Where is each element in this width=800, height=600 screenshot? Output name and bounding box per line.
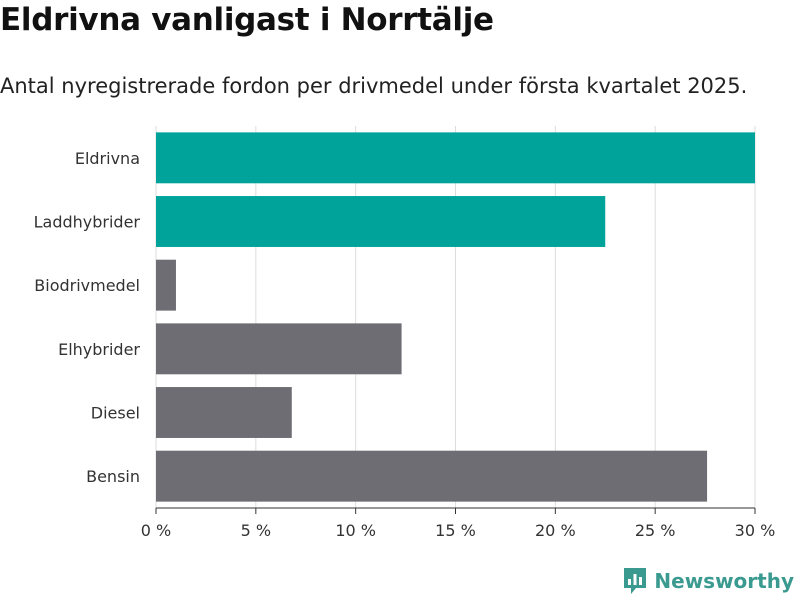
x-tick-label: 0 % — [141, 521, 171, 540]
bar-elhybrider — [156, 323, 402, 375]
bar-laddhybrider — [156, 196, 606, 247]
category-label: Bensin — [86, 467, 140, 486]
x-tick-label: 5 % — [241, 521, 271, 540]
category-label: Elhybrider — [58, 340, 140, 359]
x-tick-label: 25 % — [635, 521, 676, 540]
x-tick-label: 10 % — [335, 521, 376, 540]
bar-biodrivmedel — [156, 259, 176, 311]
category-label: Eldrivna — [75, 149, 140, 168]
brand-name: Newsworthy — [654, 569, 794, 593]
x-tick-label: 30 % — [735, 521, 776, 540]
chart-subtitle: Antal nyregistrerade fordon per drivmede… — [0, 74, 748, 98]
chart-title: Eldrivna vanligast i Norrtälje — [0, 2, 494, 38]
bar-bensin — [156, 450, 708, 502]
bar-diesel — [156, 387, 292, 438]
newsworthy-logo-icon — [624, 568, 647, 594]
x-tick-label: 15 % — [435, 521, 476, 540]
category-label: Laddhybrider — [34, 213, 141, 232]
category-label: Diesel — [91, 404, 140, 423]
bar-eldrivna — [156, 132, 755, 184]
x-tick-label: 20 % — [535, 521, 576, 540]
category-label: Biodrivmedel — [34, 276, 140, 295]
brand-logo: Newsworthy — [622, 566, 794, 596]
